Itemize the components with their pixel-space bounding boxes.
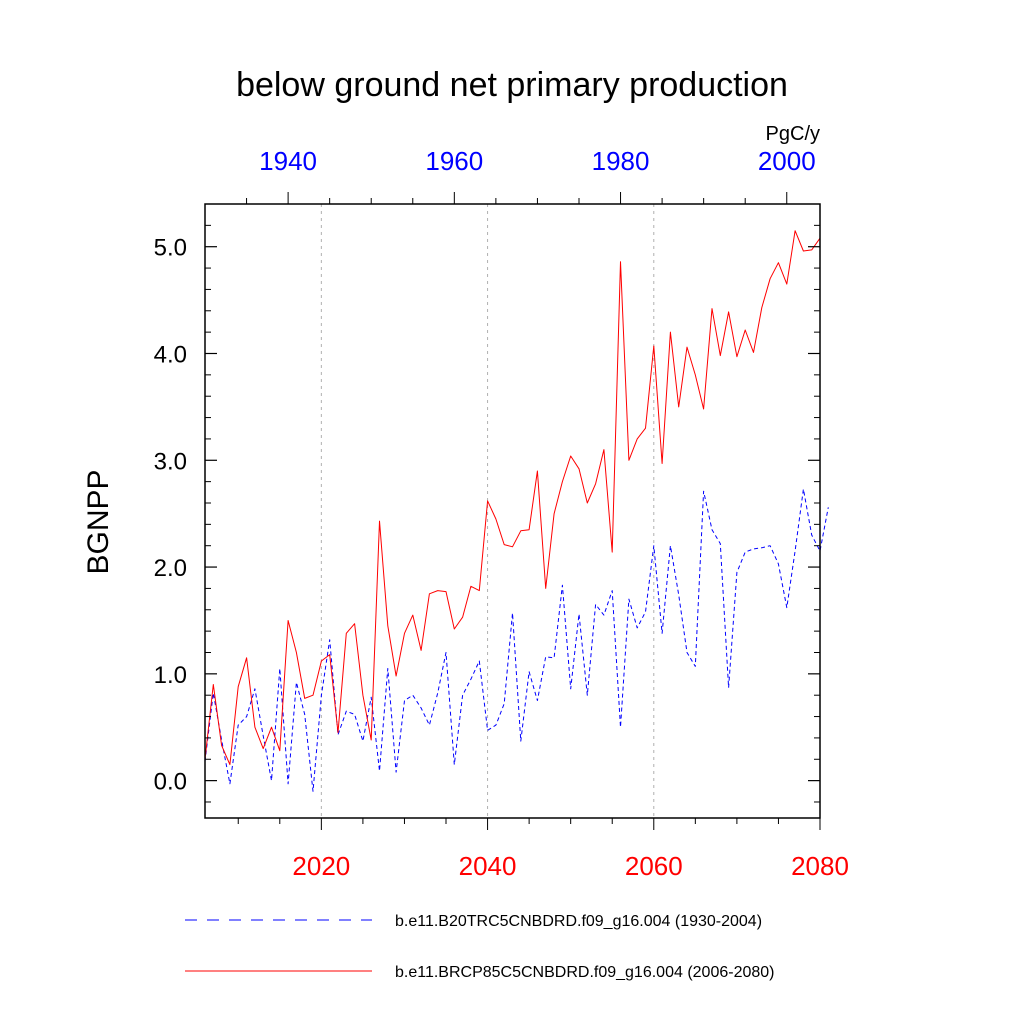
- chart-title: below ground net primary production: [236, 66, 788, 104]
- y-tick-label: 3.0: [154, 448, 187, 475]
- units-label: PgC/y: [766, 123, 820, 145]
- plot-frame: [204, 203, 821, 819]
- bottom-tick-label: 2020: [292, 851, 350, 881]
- grid-lines: [320, 204, 655, 818]
- top-tick-label: 1980: [592, 146, 650, 176]
- legend: b.e11.B20TRC5CNBDRD.f09_g16.004 (1930-20…: [185, 913, 774, 981]
- series-layer: [204, 230, 829, 792]
- top-tick-label: 1960: [425, 146, 483, 176]
- y-tick-label: 0.0: [154, 769, 187, 796]
- y-axis-label: BGNPP: [82, 469, 115, 574]
- legend-label-rcp85: b.e11.BRCP85C5CNBDRD.f09_g16.004 (2006-2…: [395, 964, 774, 981]
- y-tick-label: 1.0: [154, 662, 187, 689]
- top-tick-label: 2000: [758, 146, 816, 176]
- bottom-tick-label: 2040: [459, 851, 517, 881]
- legend-label-historical: b.e11.B20TRC5CNBDRD.f09_g16.004 (1930-20…: [395, 913, 762, 930]
- y-tick-label: 4.0: [154, 341, 187, 368]
- axes: 0.0 1.0 2.0 3.0 4.0 5.0 2020 2040 2060 2080 1940 19…: [154, 146, 849, 881]
- series-line-rcp85: [204, 230, 821, 766]
- y-tick-label: 5.0: [154, 235, 187, 262]
- bottom-tick-label: 2060: [625, 851, 683, 881]
- series-line-historical: [204, 488, 829, 792]
- top-tick-label: 1940: [259, 146, 317, 176]
- y-tick-label: 2.0: [154, 555, 187, 582]
- bottom-tick-label: 2080: [791, 851, 849, 881]
